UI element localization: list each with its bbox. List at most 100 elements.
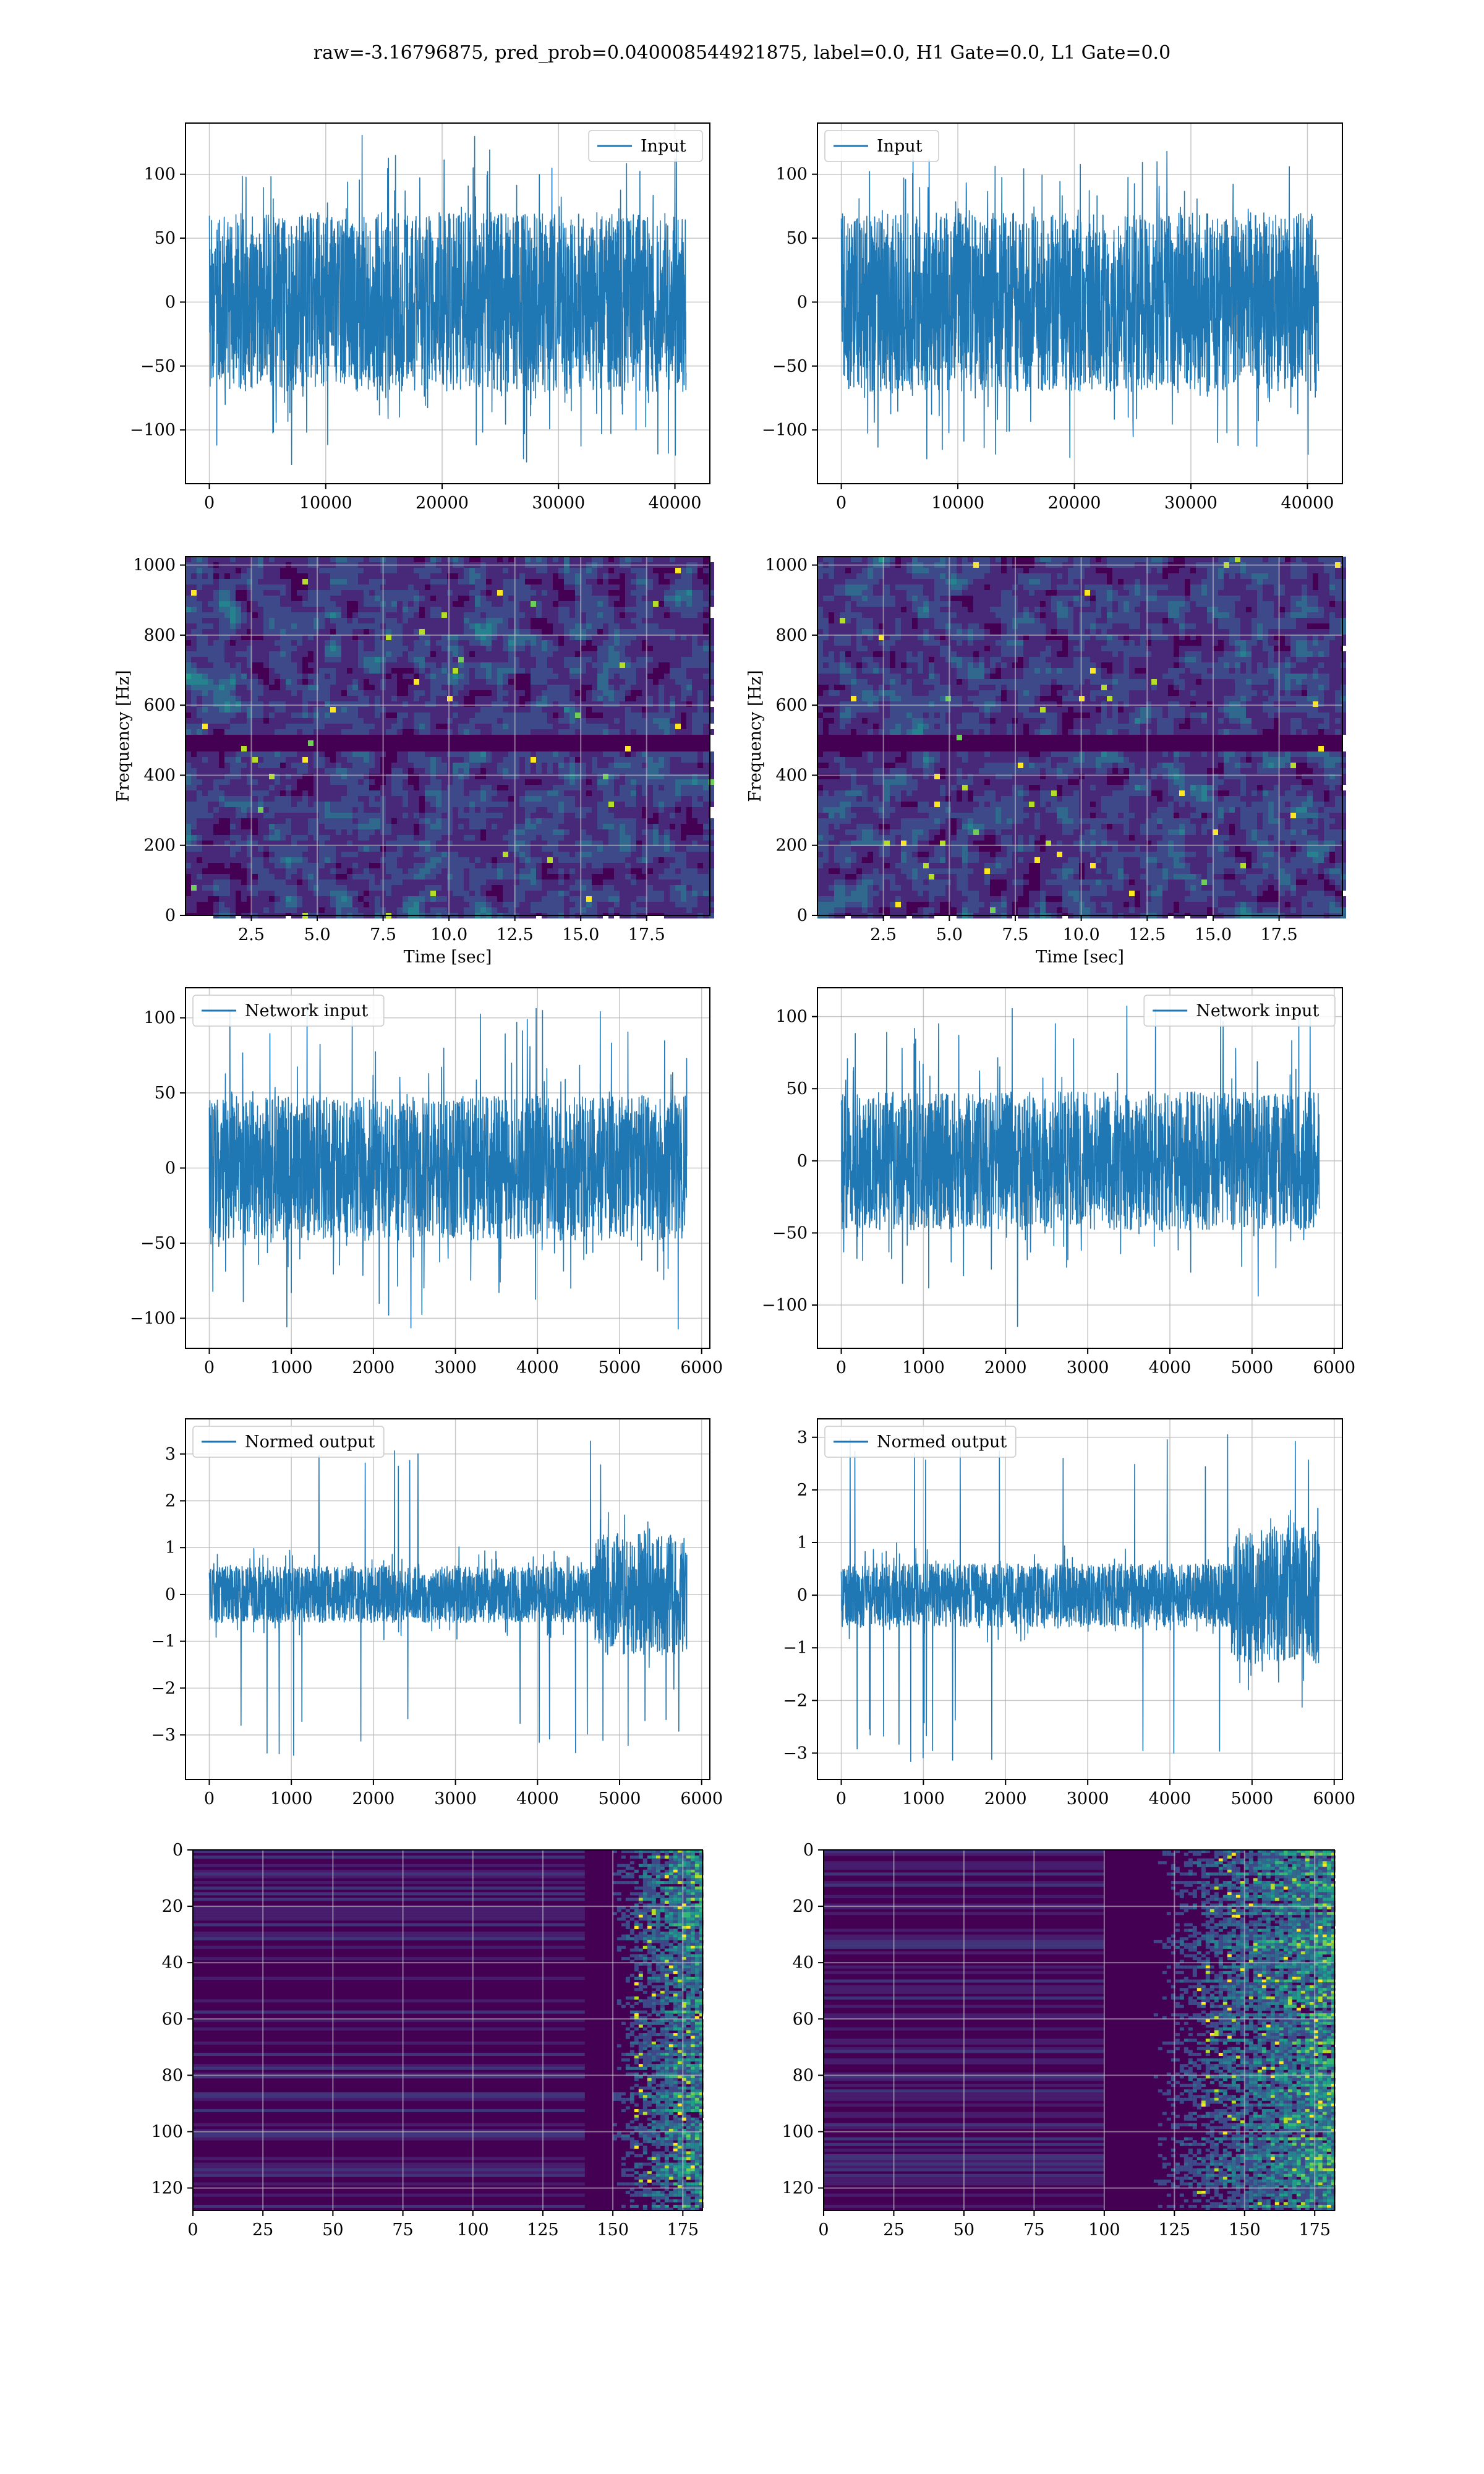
heatmap-cell	[252, 629, 258, 635]
heatmap-cell	[631, 707, 636, 713]
heatmap-cell	[269, 846, 275, 852]
heatmap-cell	[453, 685, 458, 690]
heatmap-cell	[352, 696, 358, 701]
heatmap-cell	[224, 618, 230, 623]
heatmap-cell	[302, 729, 308, 735]
heatmap-cell	[614, 662, 620, 668]
heatmap-cell	[670, 874, 675, 880]
heatmap-cell	[581, 724, 586, 729]
heatmap-cell	[503, 685, 508, 690]
heatmap-cell	[469, 590, 475, 596]
heatmap-cell	[386, 629, 391, 635]
heatmap-cell	[352, 880, 358, 885]
heatmap-cell	[358, 729, 364, 735]
heatmap-cell	[642, 835, 647, 841]
heatmap-cell	[191, 718, 197, 724]
heatmap-cell	[653, 868, 659, 874]
heatmap-cell	[480, 718, 486, 724]
heatmap-cell	[208, 629, 213, 635]
heatmap-cell	[503, 590, 508, 596]
heatmap-cell	[313, 640, 319, 646]
heatmap-cell	[553, 807, 558, 813]
heatmap-cell	[441, 646, 447, 651]
heatmap-cell	[558, 713, 564, 718]
heatmap-cell	[536, 696, 542, 701]
heatmap-cell	[286, 635, 291, 640]
heatmap-cell	[341, 707, 347, 713]
heatmap-cell	[636, 612, 642, 618]
heatmap-cell	[275, 573, 280, 579]
heatmap-cell	[608, 824, 614, 829]
heatmap-cell	[419, 829, 425, 835]
heatmap-cell	[263, 635, 269, 640]
heatmap-cell	[236, 668, 241, 674]
heatmap-cell	[441, 573, 447, 579]
heatmap-cell	[441, 596, 447, 601]
heatmap-cell	[586, 635, 592, 640]
heatmap-cell	[664, 829, 670, 835]
heatmap-cell	[564, 618, 569, 623]
heatmap-cell	[241, 841, 247, 846]
heatmap-cell	[497, 818, 503, 824]
heatmap-cell	[514, 718, 519, 724]
heatmap-cell	[620, 868, 625, 874]
heatmap-cell	[625, 724, 631, 729]
heatmap-cell	[208, 796, 213, 802]
heatmap-cell	[319, 724, 325, 729]
heatmap-cell	[492, 713, 497, 718]
heatmap-cell	[453, 596, 458, 601]
heatmap-cell	[386, 596, 391, 601]
heatmap-cell	[275, 579, 280, 584]
heatmap-cell	[636, 751, 642, 757]
heatmap-cell	[692, 651, 697, 657]
heatmap-cell	[547, 646, 553, 651]
heatmap-cell	[425, 724, 430, 729]
heatmap-cell	[319, 579, 325, 584]
heatmap-cell	[620, 802, 625, 807]
heatmap-cell	[425, 829, 430, 835]
heatmap-cell	[569, 701, 575, 707]
heatmap-cell	[247, 657, 252, 662]
heatmap-cell	[280, 874, 286, 880]
heatmap-cell	[436, 779, 441, 785]
heatmap-cell	[464, 674, 469, 679]
heatmap-cell	[414, 751, 419, 757]
heatmap-cell	[475, 802, 480, 807]
heatmap-cell	[358, 596, 364, 601]
heatmap-cell	[308, 707, 313, 713]
heatmap-cell	[391, 807, 397, 813]
heatmap-cell	[291, 662, 297, 668]
heatmap-cell	[408, 868, 414, 874]
heatmap-cell	[597, 818, 603, 824]
heatmap-cell	[441, 863, 447, 868]
heatmap-cell	[358, 807, 364, 813]
heatmap-cell	[341, 579, 347, 584]
heatmap-cell	[441, 685, 447, 690]
heatmap-cell	[325, 657, 330, 662]
heatmap-cell	[503, 635, 508, 640]
heatmap-cell	[625, 796, 631, 802]
heatmap-cell	[608, 696, 614, 701]
heatmap-cell	[475, 880, 480, 885]
heatmap-cell	[286, 813, 291, 818]
heatmap-cell	[297, 802, 302, 807]
heatmap-cell	[525, 835, 531, 841]
heatmap-cell	[659, 818, 664, 824]
heatmap-cell	[458, 646, 464, 651]
heatmap-cell	[536, 646, 542, 651]
heatmap-cell	[525, 863, 531, 868]
heatmap-cell	[620, 718, 625, 724]
heatmap-cell	[425, 857, 430, 863]
heatmap-cell	[397, 640, 403, 646]
heatmap-cell	[553, 802, 558, 807]
heatmap-cell	[480, 880, 486, 885]
heatmap-cell	[291, 696, 297, 701]
heatmap-cell	[319, 774, 325, 779]
heatmap-cell	[208, 601, 213, 607]
heatmap-cell	[230, 568, 236, 573]
heatmap-cell	[197, 757, 202, 763]
heatmap-cell	[341, 857, 347, 863]
heatmap-cell	[631, 618, 636, 623]
heatmap-cell	[286, 646, 291, 651]
heatmap-cell	[569, 818, 575, 824]
